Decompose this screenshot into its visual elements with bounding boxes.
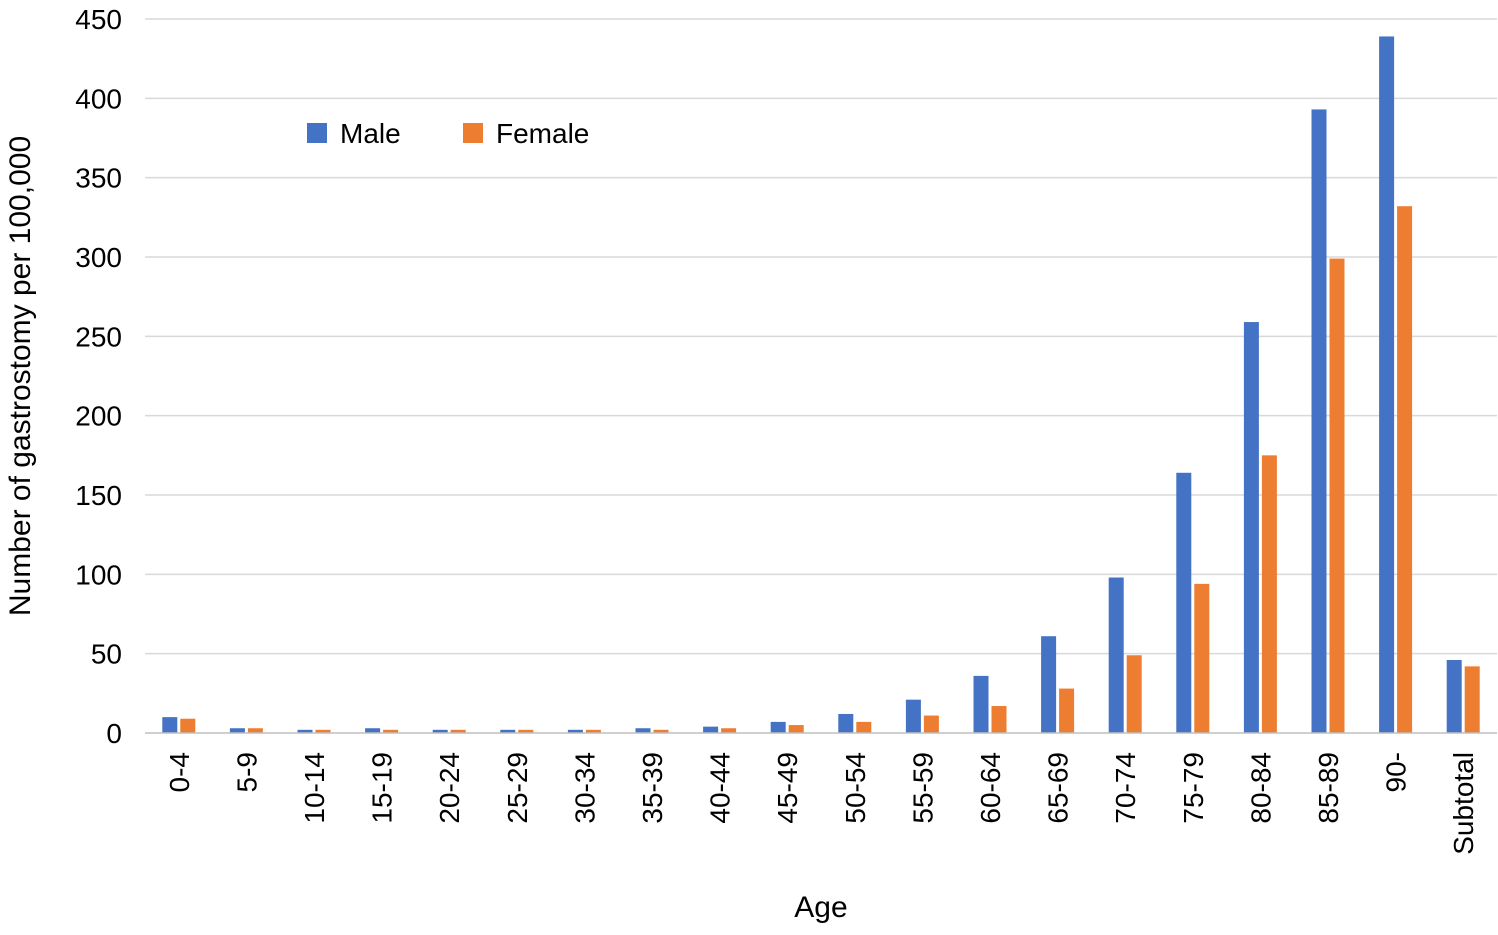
bar-male-40-44	[703, 726, 719, 733]
bar-male-45-49	[770, 721, 786, 733]
gridlines	[145, 18, 1497, 655]
y-tick-label: 450	[75, 4, 122, 35]
x-tick-label: 0-4	[164, 752, 195, 792]
x-tick-label: 70-74	[1110, 752, 1141, 824]
bar-female-10-14	[315, 729, 331, 733]
bar-male-0-4	[162, 717, 178, 733]
bar-male-90-	[1379, 36, 1395, 734]
legend-swatch-female	[463, 123, 483, 143]
legend-label-male: Male	[340, 118, 401, 149]
x-tick-label: 5-9	[231, 752, 262, 792]
bar-male-25-29	[500, 729, 516, 733]
bar-female-60-64	[991, 706, 1007, 733]
bar-male-Subtotal	[1446, 660, 1462, 733]
bar-male-15-19	[365, 728, 381, 733]
x-tick-label: 55-59	[907, 752, 938, 824]
bar-female-55-59	[923, 715, 939, 733]
y-tick-label: 350	[75, 163, 122, 194]
bar-female-0-4	[180, 718, 196, 733]
bars	[162, 36, 1480, 734]
bar-male-55-59	[905, 699, 921, 733]
x-tick-label: 75-79	[1178, 752, 1209, 824]
y-tick-label: 100	[75, 559, 122, 590]
bar-male-80-84	[1243, 322, 1259, 733]
x-tick-label: 35-39	[637, 752, 668, 824]
bar-male-50-54	[838, 713, 854, 733]
y-tick-label: 300	[75, 242, 122, 273]
legend-swatch-male	[307, 123, 327, 143]
y-axis-title: Number of gastrostomy per 100,000	[4, 136, 37, 616]
bar-female-90-	[1397, 206, 1413, 733]
x-tick-label: 15-19	[367, 752, 398, 824]
bar-female-40-44	[721, 728, 737, 733]
bar-male-75-79	[1176, 472, 1192, 733]
bar-female-65-69	[1059, 688, 1075, 733]
bar-male-35-39	[635, 728, 651, 733]
bar-female-35-39	[653, 729, 669, 733]
x-tick-label: 60-64	[975, 752, 1006, 824]
x-tick-labels: 0-4 5-9 10-14 15-19 20-24 25-29 30-34 35-39 40-4…	[164, 752, 1479, 855]
x-tick-label: 80-84	[1245, 752, 1276, 824]
x-tick-label: 45-49	[772, 752, 803, 824]
y-tick-label: 0	[106, 718, 122, 749]
x-tick-label: 40-44	[705, 752, 736, 824]
y-tick-label: 400	[75, 83, 122, 114]
bar-male-65-69	[1041, 636, 1057, 733]
bar-male-10-14	[297, 729, 313, 733]
y-tick-label: 250	[75, 321, 122, 352]
bar-female-15-19	[383, 729, 399, 733]
bar-female-5-9	[247, 728, 263, 733]
y-tick-labels: 0 50 100 150 200 250 300 350 400 450	[75, 4, 122, 749]
bar-female-30-34	[585, 729, 601, 733]
y-tick-label: 200	[75, 401, 122, 432]
x-tick-label: Subtotal	[1448, 752, 1479, 855]
legend-label-female: Female	[496, 118, 589, 149]
bar-female-50-54	[856, 721, 872, 733]
bar-male-20-24	[432, 729, 448, 733]
bar-female-20-24	[450, 729, 466, 733]
x-tick-label: 85-89	[1313, 752, 1344, 824]
x-tick-label: 90-	[1381, 752, 1412, 792]
bar-male-5-9	[229, 728, 245, 733]
bar-female-70-74	[1126, 655, 1142, 733]
bar-male-70-74	[1108, 577, 1124, 733]
y-tick-label: 50	[91, 639, 122, 670]
bar-female-25-29	[518, 729, 534, 733]
x-tick-label: 25-29	[502, 752, 533, 824]
y-tick-label: 150	[75, 480, 122, 511]
x-tick-label: 10-14	[299, 752, 330, 824]
bar-female-75-79	[1194, 583, 1210, 733]
bar-female-45-49	[788, 725, 804, 733]
bar-male-30-34	[567, 729, 583, 733]
bar-female-85-89	[1329, 258, 1345, 733]
bar-female-Subtotal	[1464, 666, 1480, 733]
bar-male-60-64	[973, 675, 989, 733]
bar-male-85-89	[1311, 109, 1327, 733]
bar-female-80-84	[1261, 455, 1277, 733]
x-tick-label: 20-24	[434, 752, 465, 824]
legend: Male Female	[307, 118, 589, 149]
x-axis-title: Age	[794, 891, 847, 924]
x-tick-label: 30-34	[569, 752, 600, 824]
x-tick-label: 50-54	[840, 752, 871, 824]
x-tick-label: 65-69	[1043, 752, 1074, 824]
